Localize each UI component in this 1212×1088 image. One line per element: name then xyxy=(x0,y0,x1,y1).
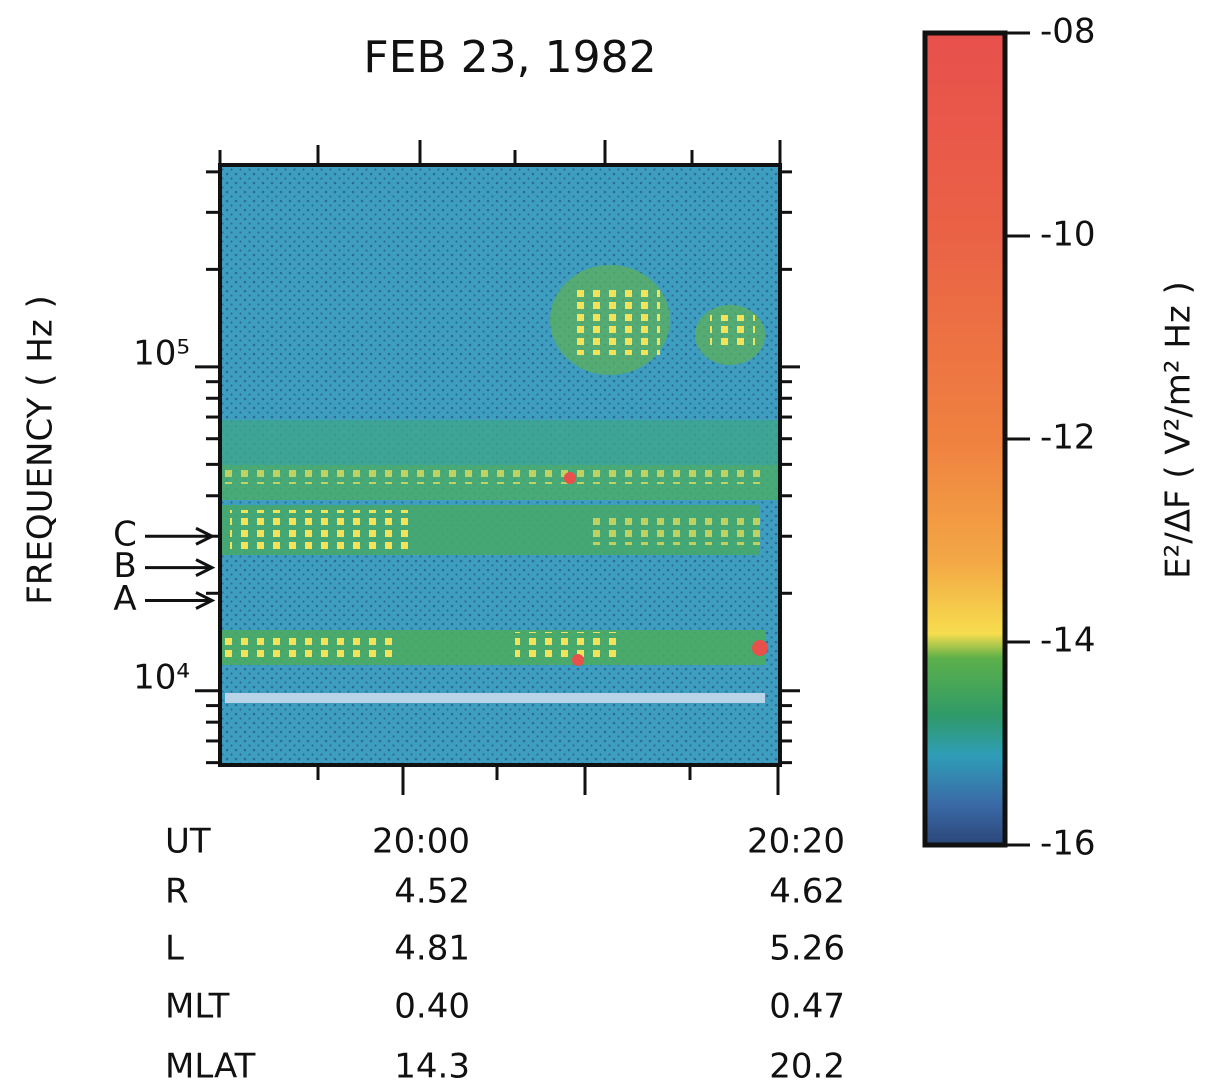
colorbar-tick-label: -16 xyxy=(1040,824,1096,864)
ephemeris-label: MLT xyxy=(165,987,230,1027)
ephemeris-end: 4.62 xyxy=(769,872,845,912)
annotation-label: C xyxy=(113,515,137,555)
y-axis-label: FREQUENCY ( Hz ) xyxy=(21,295,61,605)
ephemeris-end: 20:20 xyxy=(747,822,845,862)
ephemeris-start: 0.40 xyxy=(394,987,470,1027)
annotation-label: B xyxy=(113,546,136,586)
chart-title: FEB 23, 1982 xyxy=(363,32,656,83)
colorbar-tick-label: -10 xyxy=(1040,215,1096,255)
colorbar-tick-label: -14 xyxy=(1040,621,1096,661)
ephemeris-label: L xyxy=(165,929,184,969)
colorbar-tick-label: -12 xyxy=(1040,418,1096,458)
annotation-arrowhead xyxy=(195,558,216,577)
y-tick-label: 10⁴ xyxy=(133,657,190,697)
y-tick-label: 10⁵ xyxy=(133,333,190,373)
annotation-arrowhead xyxy=(195,526,216,546)
colorbar-label: E²/ΔF ( V²/m² Hz ) xyxy=(1159,281,1199,579)
ephemeris-start: 4.81 xyxy=(394,929,470,969)
spectrogram-image xyxy=(220,165,780,765)
ephemeris-end: 0.47 xyxy=(769,987,845,1027)
annotation-label: A xyxy=(113,579,136,619)
ephemeris-label: R xyxy=(165,872,189,912)
ephemeris-end: 20.2 xyxy=(769,1047,845,1087)
ephemeris-label: MLAT xyxy=(165,1047,256,1087)
colorbar xyxy=(922,30,1008,848)
x-ticks xyxy=(218,140,782,795)
ephemeris-start: 20:00 xyxy=(372,822,470,862)
annotation-arrowhead xyxy=(195,591,216,610)
colorbar-tick-label: -08 xyxy=(1040,12,1096,52)
ephemeris-start: 14.3 xyxy=(394,1047,470,1087)
ephemeris-start: 4.52 xyxy=(394,872,470,912)
ephemeris-label: UT xyxy=(165,822,211,862)
ephemeris-end: 5.26 xyxy=(769,929,845,969)
